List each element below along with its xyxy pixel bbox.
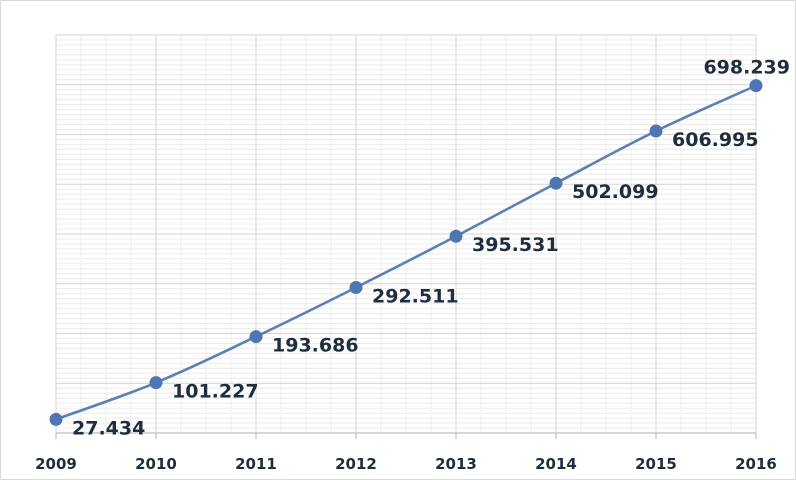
data-label-2012: 292.511 xyxy=(372,285,459,307)
data-point-2010 xyxy=(149,376,163,390)
data-label-2014: 502.099 xyxy=(572,181,659,203)
data-points xyxy=(49,79,763,426)
data-label-2015: 606.995 xyxy=(672,129,759,151)
data-point-2011 xyxy=(249,330,263,344)
data-label-2011: 193.686 xyxy=(272,335,359,357)
data-point-2014 xyxy=(549,176,563,190)
x-tick-label-2014: 2014 xyxy=(535,455,577,473)
x-tick-labels: 2009 2010 2011 2012 2013 2014 2015 2016 xyxy=(35,455,777,473)
data-label-2016: 698.239 xyxy=(703,57,790,79)
x-tick-label-2016: 2016 xyxy=(735,455,777,473)
x-tick-label-2015: 2015 xyxy=(635,455,677,473)
data-label-2010: 101.227 xyxy=(172,381,259,403)
series-line-group xyxy=(55,84,757,421)
x-tick-label-2013: 2013 xyxy=(435,455,477,473)
data-point-2013 xyxy=(449,229,463,243)
x-tick-label-2009: 2009 xyxy=(35,455,77,473)
x-tick-label-2010: 2010 xyxy=(135,455,177,473)
gridlines xyxy=(55,34,757,433)
series-line xyxy=(55,84,757,421)
data-point-2012 xyxy=(349,280,363,294)
x-axis xyxy=(55,432,757,439)
data-label-2013: 395.531 xyxy=(472,234,559,256)
data-point-2009 xyxy=(49,412,63,426)
x-tick-label-2012: 2012 xyxy=(335,455,377,473)
x-tick-label-2011: 2011 xyxy=(235,455,277,473)
data-point-2016 xyxy=(749,79,763,93)
data-label-2009: 27.434 xyxy=(72,417,145,439)
data-labels: 27.434 101.227 193.686 292.511 395.531 502.09… xyxy=(72,57,790,440)
data-point-2015 xyxy=(649,124,663,138)
